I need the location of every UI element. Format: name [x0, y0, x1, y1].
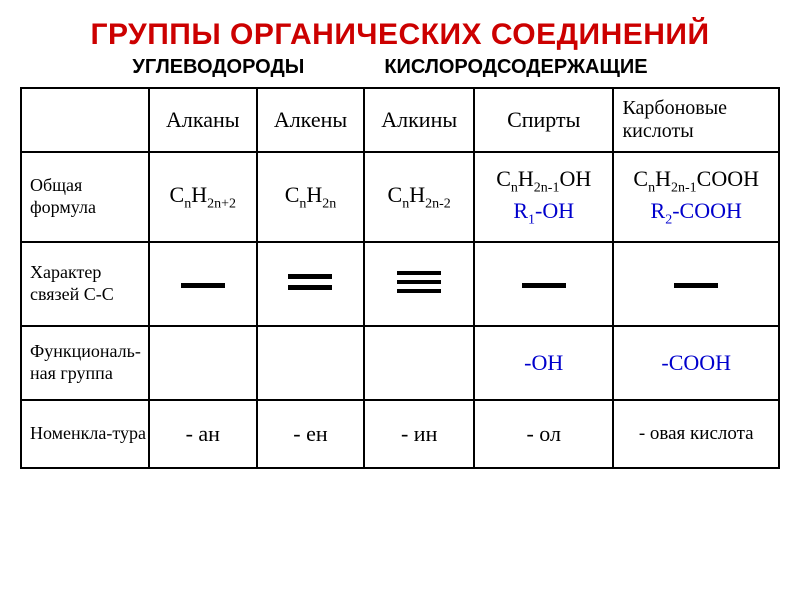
compounds-table: Алканы Алкены Алкины Спирты Карбоновые к… — [20, 87, 780, 469]
nomen-alkenes: - ен — [257, 400, 365, 468]
f-alc-rs: 1 — [528, 212, 535, 227]
formula-alcohols: CnH2n-1OH R1-OH — [474, 152, 613, 242]
row-func: Функциональ-ная группа -OH -COOH — [21, 326, 779, 400]
single-bond-icon — [181, 283, 225, 288]
rowlabel-formula: Общая формула — [21, 152, 149, 242]
row-formula: Общая формула CnH2n+2 CnH2n CnH2n-2 CnH2… — [21, 152, 779, 242]
triple-bond-icon — [397, 271, 441, 293]
f-alc-m: H — [518, 166, 534, 191]
f-aly-b: C — [388, 182, 403, 207]
formula-alkynes: CnH2n-2 — [364, 152, 474, 242]
f-alk-m: H — [191, 182, 207, 207]
bond-alcohols — [474, 242, 613, 326]
f-alc-s2: 2n-1 — [534, 181, 560, 196]
f-alk-b: C — [170, 182, 185, 207]
f-alc-r: R — [513, 198, 528, 223]
header-alkanes: Алканы — [149, 88, 257, 152]
f-ac-t: COOH — [697, 166, 759, 191]
f-ac-m: H — [655, 166, 671, 191]
f-ac-t2: -COOH — [672, 198, 742, 223]
row-nomen: Номенкла-тура - ан - ен - ин - ол - овая… — [21, 400, 779, 468]
single-bond-icon — [522, 283, 566, 288]
rowlabel-bond: Характер связей С-С — [21, 242, 149, 326]
f-alc-t: OH — [559, 166, 591, 191]
f-ac-r: R — [651, 198, 666, 223]
f-ac-b: C — [633, 166, 648, 191]
formula-acids-line1: CnH2n-1COOH — [614, 165, 778, 197]
func-alkanes — [149, 326, 257, 400]
nomen-alkanes: - ан — [149, 400, 257, 468]
f-aly-m: H — [409, 182, 425, 207]
f-alc-b: C — [496, 166, 511, 191]
func-acids: -COOH — [613, 326, 779, 400]
bond-alkanes — [149, 242, 257, 326]
subtitle-oxygen: КИСЛОРОДСОДЕРЖАЩИЕ — [384, 56, 647, 79]
func-alkenes — [257, 326, 365, 400]
row-bond: Характер связей С-С — [21, 242, 779, 326]
nomen-acids: - овая кислота — [613, 400, 779, 468]
nomen-alkynes: - ин — [364, 400, 474, 468]
double-bond-icon — [288, 274, 332, 290]
f-ale-b: C — [285, 182, 300, 207]
header-alkenes: Алкены — [257, 88, 365, 152]
f-ale-m: H — [306, 182, 322, 207]
formula-alcohols-line1: CnH2n-1OH — [475, 165, 612, 197]
f-ac-s2: 2n-1 — [671, 181, 697, 196]
nomen-alcohols: - ол — [474, 400, 613, 468]
f-ale-s2: 2n — [322, 196, 336, 211]
header-alcohols: Спирты — [474, 88, 613, 152]
rowlabel-func: Функциональ-ная группа — [21, 326, 149, 400]
bond-alkynes — [364, 242, 474, 326]
bond-acids — [613, 242, 779, 326]
bond-alkenes — [257, 242, 365, 326]
func-alcohols: -OH — [474, 326, 613, 400]
page-title: ГРУППЫ ОРГАНИЧЕСКИХ СОЕДИНЕНИЙ — [0, 0, 800, 52]
header-alkynes: Алкины — [364, 88, 474, 152]
f-alc-t2: -OH — [535, 198, 574, 223]
formula-acids-line2: R2-COOH — [614, 197, 778, 229]
formula-alkenes: CnH2n — [257, 152, 365, 242]
f-aly-s2: 2n-2 — [425, 196, 451, 211]
formula-alkanes: CnH2n+2 — [149, 152, 257, 242]
subtitle-hydrocarbons: УГЛЕВОДОРОДЫ — [132, 56, 304, 79]
header-acids: Карбоновые кислоты — [613, 88, 779, 152]
subtitle-row: УГЛЕВОДОРОДЫ КИСЛОРОДСОДЕРЖАЩИЕ — [0, 56, 800, 79]
table-header-row: Алканы Алкены Алкины Спирты Карбоновые к… — [21, 88, 779, 152]
header-empty — [21, 88, 149, 152]
f-alc-s1: n — [511, 181, 518, 196]
formula-alcohols-line2: R1-OH — [475, 197, 612, 229]
formula-acids: CnH2n-1COOH R2-COOH — [613, 152, 779, 242]
rowlabel-formula-text: Общая формула — [30, 175, 96, 217]
func-alkynes — [364, 326, 474, 400]
rowlabel-nomen: Номенкла-тура — [21, 400, 149, 468]
single-bond-icon — [674, 283, 718, 288]
f-alk-s2: 2n+2 — [207, 196, 236, 211]
